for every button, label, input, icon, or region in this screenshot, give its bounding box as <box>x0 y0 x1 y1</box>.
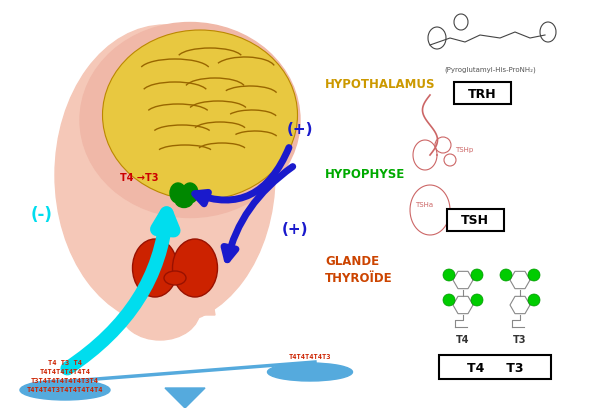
Circle shape <box>443 269 455 281</box>
Polygon shape <box>165 388 205 408</box>
Text: GLANDE
THYROÏDE: GLANDE THYROÏDE <box>325 255 393 285</box>
Text: HYPOPHYSE: HYPOPHYSE <box>325 169 405 182</box>
Text: (+): (+) <box>282 222 308 237</box>
FancyBboxPatch shape <box>447 209 504 231</box>
Ellipse shape <box>20 380 110 400</box>
Ellipse shape <box>173 239 217 297</box>
Text: HYPOTHALAMUS: HYPOTHALAMUS <box>325 78 435 91</box>
Ellipse shape <box>182 183 198 203</box>
Text: T4 →T3: T4 →T3 <box>120 173 158 183</box>
Text: TSHp: TSHp <box>455 147 473 153</box>
Ellipse shape <box>164 271 186 285</box>
Text: (-): (-) <box>31 206 53 224</box>
Circle shape <box>471 294 483 306</box>
FancyBboxPatch shape <box>454 82 511 104</box>
Text: TSHa: TSHa <box>415 202 433 208</box>
Text: T4     T3: T4 T3 <box>466 361 523 375</box>
Text: TRH: TRH <box>468 87 497 100</box>
Text: T4T4T4T4T3: T4T4T4T4T3 <box>289 354 331 360</box>
Circle shape <box>528 269 540 281</box>
Text: T3: T3 <box>513 335 527 345</box>
Ellipse shape <box>102 30 297 200</box>
Text: (Pyroglutamyl-His-ProNH₂): (Pyroglutamyl-His-ProNH₂) <box>444 67 536 73</box>
Text: T4 T3 T4: T4 T3 T4 <box>48 360 82 366</box>
Text: T4: T4 <box>456 335 470 345</box>
Ellipse shape <box>120 280 200 340</box>
Ellipse shape <box>267 363 352 381</box>
Ellipse shape <box>55 25 275 325</box>
FancyBboxPatch shape <box>439 355 551 379</box>
Circle shape <box>443 294 455 306</box>
Circle shape <box>471 269 483 281</box>
Text: T3T4T4T4T4T4T3T4: T3T4T4T4T4T4T3T4 <box>31 378 99 384</box>
Text: (+): (+) <box>287 122 313 137</box>
Ellipse shape <box>80 22 300 217</box>
Text: T4T4T4T4T4T4: T4T4T4T4T4T4 <box>39 369 91 375</box>
Text: T4T4T4T3T4T4T4T4T4: T4T4T4T3T4T4T4T4T4 <box>27 387 103 393</box>
Ellipse shape <box>170 183 186 203</box>
Ellipse shape <box>133 239 177 297</box>
Circle shape <box>500 269 512 281</box>
Text: TSH: TSH <box>461 215 489 228</box>
Circle shape <box>528 294 540 306</box>
Polygon shape <box>135 285 215 315</box>
Ellipse shape <box>175 193 193 208</box>
